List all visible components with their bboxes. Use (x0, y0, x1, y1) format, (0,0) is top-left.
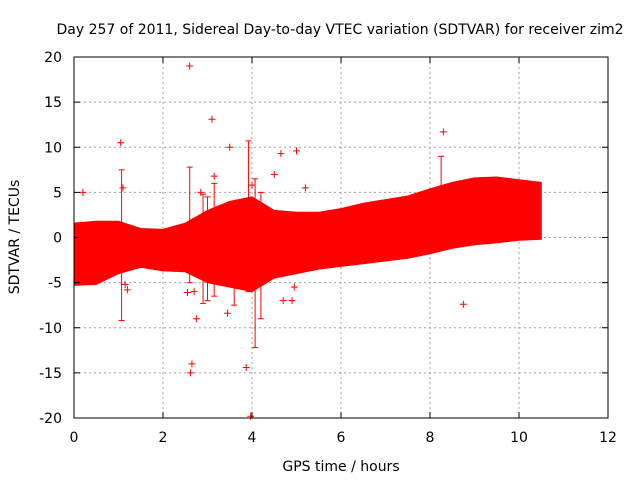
x-tick-label: 12 (599, 430, 617, 446)
outlier-point (459, 300, 467, 308)
outlier-point (208, 115, 216, 123)
outlier-point (439, 128, 447, 136)
outlier-point (247, 412, 255, 420)
outlier-point (186, 62, 194, 70)
data-band (73, 176, 542, 293)
x-tick-label: 0 (70, 430, 79, 446)
y-tick-label: 10 (44, 140, 62, 156)
x-tick-label: 6 (337, 430, 346, 446)
x-tick-label: 2 (159, 430, 168, 446)
outlier-point (192, 315, 200, 323)
outlier-point (190, 288, 198, 296)
outlier-point (293, 147, 300, 155)
outlier-point (123, 286, 131, 294)
y-tick-label: 20 (44, 50, 62, 66)
outlier-point (119, 184, 127, 192)
outlier-point (187, 369, 195, 377)
y-tick-label: -5 (48, 276, 62, 292)
x-axis-label: GPS time / hours (282, 459, 399, 475)
x-tick-label: 4 (248, 430, 257, 446)
outlier-point (290, 283, 298, 291)
y-tick-label: -15 (39, 366, 62, 382)
outlier-point (248, 181, 256, 189)
outlier-point (79, 188, 87, 196)
outlier-points-layer (79, 62, 467, 420)
outlier-point (121, 280, 129, 288)
outlier-point (270, 170, 278, 178)
y-tick-label: -20 (39, 411, 62, 427)
outlier-point (224, 309, 232, 317)
outlier-point (288, 297, 296, 305)
y-axis-label: SDTVAR / TECUs (7, 180, 23, 295)
outlier-point (226, 143, 234, 151)
outlier-point (183, 289, 191, 297)
data-band-layer (73, 176, 542, 293)
y-tick-label: 0 (53, 231, 62, 247)
outlier-point (188, 360, 196, 368)
outlier-point (197, 188, 205, 196)
outlier-point (117, 139, 125, 147)
y-tick-label: -10 (39, 321, 62, 337)
outlier-point (210, 172, 218, 180)
outlier-point (277, 150, 285, 158)
x-tick-label: 8 (426, 430, 435, 446)
y-tick-label: 15 (44, 95, 62, 111)
outlier-point (242, 363, 250, 371)
chart-title: Day 257 of 2011, Sidereal Day-to-day VTE… (57, 22, 624, 38)
error-bars-layer (118, 140, 445, 349)
outlier-point (301, 184, 309, 192)
y-tick-label: 5 (53, 185, 62, 201)
x-tick-label: 10 (510, 430, 528, 446)
outlier-point (279, 297, 287, 305)
axis-tick-labels: 0 2 4 6 8 10 12 -20 -15 -10 -5 0 5 10 15 20 (39, 50, 617, 446)
axis-ticks (73, 56, 609, 419)
